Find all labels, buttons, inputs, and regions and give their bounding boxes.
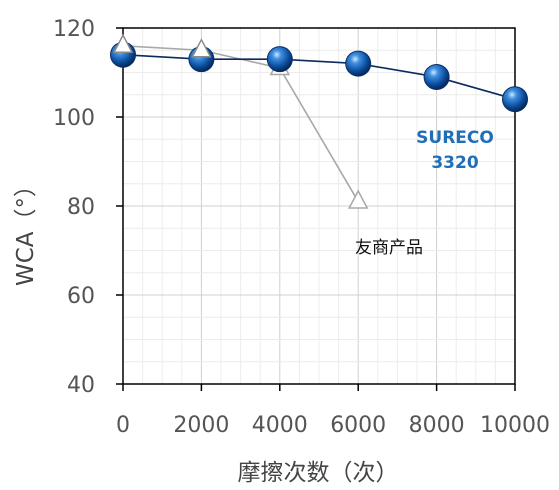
- x-tick-label: 8000: [409, 413, 465, 438]
- series: [110, 33, 528, 209]
- series-line-sureco: [122, 53, 516, 100]
- data-point-competitor: [191, 38, 212, 58]
- data-point-sureco: [266, 46, 293, 73]
- y-tick-label: 40: [67, 373, 95, 398]
- data-point-sureco: [345, 50, 372, 77]
- x-tick-label: 4000: [252, 413, 308, 438]
- data-point-competitor: [347, 189, 369, 209]
- series-label-sureco-line-2: 3320: [431, 153, 478, 173]
- y-tick-label: 120: [53, 17, 95, 42]
- y-axis-title: WCA（°）: [13, 174, 39, 286]
- axes: 40 60 80 100 120 0 2000 4000 6000 8000 10000: [53, 17, 550, 438]
- x-tick-label: 10000: [480, 413, 550, 438]
- x-tick-label: 0: [116, 413, 130, 438]
- x-axis-title: 摩擦次数（次）: [238, 460, 399, 486]
- grid: [123, 28, 515, 384]
- y-tick-label: 80: [67, 195, 95, 220]
- series-label-sureco-line-1: SURECO: [416, 128, 494, 148]
- series-label-competitor: 友商产品: [355, 238, 423, 258]
- y-tick-label: 60: [67, 284, 95, 309]
- data-point-sureco: [423, 63, 450, 90]
- x-tick-label: 6000: [330, 413, 386, 438]
- data-point-competitor: [112, 33, 134, 54]
- data-point-sureco: [502, 86, 528, 113]
- x-tick-label: 2000: [173, 413, 229, 438]
- y-tick-label: 100: [53, 106, 95, 131]
